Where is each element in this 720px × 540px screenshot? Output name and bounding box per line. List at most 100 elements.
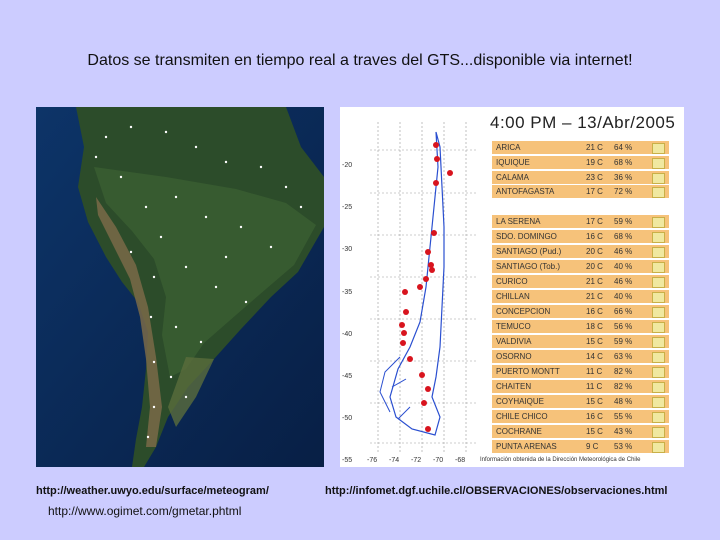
station-temperature: 15 C: [586, 427, 603, 436]
station-name: LA SERENA: [496, 217, 541, 226]
infomet-link[interactable]: http://infomet.dgf.uchile.cl/OBSERVACION…: [325, 485, 668, 497]
weather-icon: [652, 277, 665, 288]
weather-icon: [652, 412, 665, 423]
weather-icon: [652, 217, 665, 228]
station-temperature: 18 C: [586, 322, 603, 331]
station-row: SANTIAGO (Tob.) 20 C 40 %: [492, 260, 669, 273]
weather-icon: [652, 367, 665, 378]
weather-icon: [652, 143, 665, 154]
weather-icon: [652, 187, 665, 198]
weather-icon: [652, 382, 665, 393]
weather-icon: [652, 397, 665, 408]
station-row: IQUIQUE 19 C 68 %: [492, 156, 669, 169]
station-row: COCHRANE 15 C 43 %: [492, 425, 669, 438]
station-name: SDO. DOMINGO: [496, 232, 557, 241]
station-row: CONCEPCION 16 C 66 %: [492, 305, 669, 318]
weather-icon: [652, 247, 665, 258]
weather-icon: [652, 442, 665, 453]
station-row: CHAITEN 11 C 82 %: [492, 380, 669, 393]
weather-icon: [652, 292, 665, 303]
weather-icon: [652, 322, 665, 333]
station-humidity: 72 %: [614, 187, 633, 196]
station-name: ARICA: [496, 143, 521, 152]
station-temperature: 15 C: [586, 337, 603, 346]
station-humidity: 53 %: [614, 442, 633, 451]
station-humidity: 59 %: [614, 337, 633, 346]
station-name: PUNTA ARENAS: [496, 442, 557, 451]
station-name: SANTIAGO (Pud.): [496, 247, 562, 256]
station-temperature: 17 C: [586, 217, 603, 226]
station-name: VALDIVIA: [496, 337, 532, 346]
station-row: CALAMA 23 C 36 %: [492, 171, 669, 184]
slide-title: Datos se transmiten en tiempo real a tra…: [87, 52, 633, 69]
station-row: ARICA 21 C 64 %: [492, 141, 669, 154]
station-row: PUERTO MONTT 11 C 82 %: [492, 365, 669, 378]
station-name: COYHAIQUE: [496, 397, 545, 406]
station-temperature: 20 C: [586, 262, 603, 271]
station-row: TEMUCO 18 C 56 %: [492, 320, 669, 333]
station-row: SANTIAGO (Pud.) 20 C 46 %: [492, 245, 669, 258]
station-humidity: 40 %: [614, 262, 633, 271]
station-temperature: 17 C: [586, 187, 603, 196]
station-row: CHILE CHICO 16 C 55 %: [492, 410, 669, 423]
station-humidity: 46 %: [614, 247, 633, 256]
station-temperature: 9 C: [586, 442, 599, 451]
station-name: CHILE CHICO: [496, 412, 548, 421]
weather-icon: [652, 427, 665, 438]
station-name: CHILLAN: [496, 292, 530, 301]
station-humidity: 48 %: [614, 397, 633, 406]
station-humidity: 46 %: [614, 277, 633, 286]
station-name: TEMUCO: [496, 322, 531, 331]
station-row: SDO. DOMINGO 16 C 68 %: [492, 230, 669, 243]
observation-time-header: 4:00 PM – 13/Abr/2005: [490, 113, 676, 132]
latitude-labels: -20 -25 -30 -35 -40 -45 -50 -55: [342, 162, 353, 465]
station-humidity: 68 %: [614, 232, 633, 241]
station-name: COCHRANE: [496, 427, 542, 436]
station-temperature: 20 C: [586, 247, 603, 256]
station-temperature: 16 C: [586, 307, 603, 316]
station-humidity: 64 %: [614, 143, 633, 152]
chile-weather-panel: -20 -25 -30 -35 -40 -45 -50 -55 -76 -74 -72 …: [340, 107, 684, 467]
station-temperature: 16 C: [586, 232, 603, 241]
station-temperature: 11 C: [586, 367, 603, 376]
station-humidity: 66 %: [614, 307, 633, 316]
station-row: PUNTA ARENAS 9 C 53 %: [492, 440, 669, 453]
station-humidity: 82 %: [614, 367, 633, 376]
station-name: CHAITEN: [496, 382, 532, 391]
station-row: ANTOFAGASTA 17 C 72 %: [492, 185, 669, 198]
weather-icon: [652, 352, 665, 363]
ogimet-link[interactable]: http://www.ogimet.com/gmetar.phtml: [48, 504, 242, 518]
weather-icon: [652, 337, 665, 348]
station-humidity: 40 %: [614, 292, 633, 301]
station-temperature: 15 C: [586, 397, 603, 406]
station-name: IQUIQUE: [496, 158, 530, 167]
station-name: OSORNO: [496, 352, 532, 361]
station-name: CONCEPCION: [496, 307, 551, 316]
station-name: CURICO: [496, 277, 528, 286]
station-name: SANTIAGO (Tob.): [496, 262, 561, 271]
station-row: CURICO 21 C 46 %: [492, 275, 669, 288]
station-markers: [94, 125, 303, 439]
station-humidity: 56 %: [614, 322, 633, 331]
weather-icon: [652, 158, 665, 169]
station-humidity: 55 %: [614, 412, 633, 421]
weather-icon: [652, 173, 665, 184]
station-temperature: 23 C: [586, 173, 603, 182]
south-america-satellite-image: [36, 107, 324, 467]
station-name: PUERTO MONTT: [496, 367, 560, 376]
station-temperature: 16 C: [586, 412, 603, 421]
station-temperature: 14 C: [586, 352, 603, 361]
station-temperature: 21 C: [586, 277, 603, 286]
station-humidity: 82 %: [614, 382, 633, 391]
station-temperature: 19 C: [586, 158, 603, 167]
station-humidity: 59 %: [614, 217, 633, 226]
station-name: CALAMA: [496, 173, 529, 182]
station-row: LA SERENA 17 C 59 %: [492, 215, 669, 228]
station-row: VALDIVIA 15 C 59 %: [492, 335, 669, 348]
station-humidity: 63 %: [614, 352, 633, 361]
station-temperature: 21 C: [586, 143, 603, 152]
station-row: COYHAIQUE 15 C 48 %: [492, 395, 669, 408]
uwyo-link[interactable]: http://weather.uwyo.edu/surface/meteogra…: [36, 485, 269, 497]
station-temperature: 11 C: [586, 382, 603, 391]
station-row: OSORNO 14 C 63 %: [492, 350, 669, 363]
